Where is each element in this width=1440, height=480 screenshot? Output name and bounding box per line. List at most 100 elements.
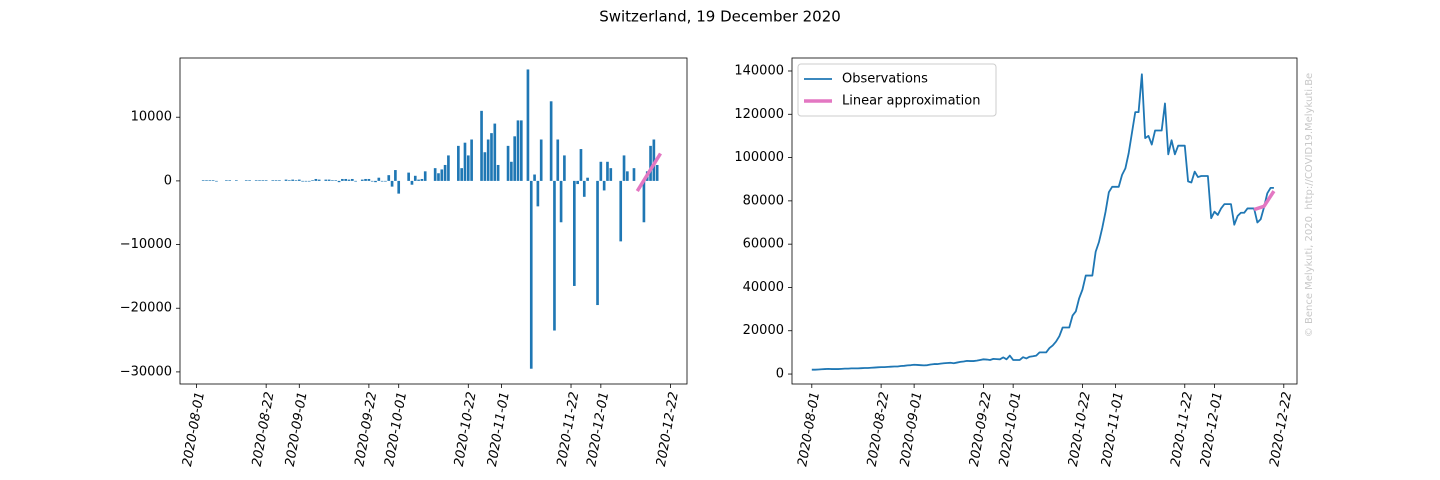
legend-label: Observations — [842, 72, 928, 87]
bar — [314, 178, 318, 181]
x-tick-label: 2020-10-01 — [382, 391, 410, 468]
y-tick-label: −30000 — [120, 364, 172, 379]
bar — [420, 178, 424, 181]
bar — [586, 177, 589, 181]
bar — [606, 161, 609, 181]
bar — [642, 180, 646, 223]
bar — [463, 142, 467, 181]
line — [1253, 190, 1276, 212]
bar — [377, 177, 381, 181]
bar — [609, 168, 613, 181]
bar — [274, 180, 278, 181]
bar — [337, 180, 341, 183]
bar — [457, 145, 460, 181]
bar — [526, 69, 530, 181]
y-tick-label: 80000 — [743, 193, 784, 208]
bar — [301, 180, 304, 182]
bar — [208, 180, 212, 181]
bar — [440, 169, 444, 181]
bar — [370, 180, 374, 182]
legend-label: Linear approximation — [842, 94, 980, 109]
bar — [364, 178, 367, 181]
x-tick-label: 2020-09-01 — [898, 391, 926, 468]
bar — [655, 164, 659, 181]
x-tick-label: 2020-08-01 — [795, 391, 823, 468]
bar — [341, 178, 344, 181]
bar — [261, 180, 265, 181]
bar — [407, 172, 410, 181]
y-tick-label: 60000 — [743, 237, 784, 252]
x-tick-label: 2020-11-22 — [1168, 391, 1196, 468]
bar — [225, 180, 228, 181]
bar — [582, 180, 586, 197]
x-tick-label: 2020-08-22 — [865, 391, 893, 468]
x-tick-label: 2020-12-22 — [1267, 391, 1295, 468]
bar — [211, 180, 215, 181]
bar — [626, 171, 629, 181]
bar — [271, 180, 275, 181]
bar — [387, 175, 391, 181]
bar — [619, 180, 623, 242]
bar — [228, 180, 232, 181]
bar — [278, 180, 281, 181]
bar — [493, 123, 497, 181]
bar — [480, 110, 483, 181]
bar — [201, 180, 205, 181]
bar — [334, 180, 338, 181]
bar — [394, 170, 397, 181]
x-tick-label: 2020-11-01 — [485, 391, 513, 468]
bar — [311, 180, 314, 181]
bar — [483, 152, 487, 181]
bar — [496, 164, 500, 181]
bar — [350, 178, 354, 181]
x-tick-label: 2020-09-22 — [967, 391, 995, 468]
bar — [264, 180, 268, 181]
bar — [539, 139, 543, 181]
bar — [596, 180, 599, 306]
bar — [599, 161, 603, 181]
x-tick-label: 2020-11-01 — [1099, 391, 1127, 468]
line — [635, 152, 662, 192]
x-tick-label: 2020-12-01 — [584, 391, 612, 468]
bar — [297, 179, 301, 181]
bar — [413, 175, 417, 181]
bar — [649, 145, 652, 181]
bar — [437, 173, 440, 181]
axes-frame — [179, 57, 688, 385]
bar — [380, 180, 384, 182]
bar — [331, 180, 334, 181]
x-tick-label: 2020-09-22 — [352, 391, 380, 468]
bar — [410, 180, 414, 185]
bar — [602, 180, 606, 191]
bar — [390, 180, 394, 187]
bar — [622, 155, 626, 181]
bar — [576, 180, 579, 185]
bar — [397, 180, 401, 194]
bar — [506, 145, 510, 181]
bar — [486, 139, 490, 181]
bar — [556, 139, 560, 181]
bar — [307, 180, 311, 182]
y-tick-label: 0 — [776, 367, 784, 382]
bar — [205, 180, 208, 181]
bar — [344, 178, 348, 181]
bar — [215, 180, 218, 182]
bar — [367, 178, 371, 181]
watermark: © Bence Melykuti, 2020. http://COVID19.M… — [1304, 73, 1315, 337]
y-tick-label: 100000 — [734, 150, 784, 165]
bar — [360, 179, 364, 181]
bar — [235, 180, 238, 181]
bar — [294, 180, 298, 181]
bar — [327, 179, 331, 181]
bar — [652, 139, 656, 181]
bar — [536, 180, 540, 207]
bar — [347, 179, 351, 181]
legend-box — [797, 63, 997, 117]
x-tick-label: 2020-08-22 — [250, 391, 278, 468]
bar — [258, 180, 261, 181]
bar — [573, 180, 576, 286]
bar — [423, 171, 427, 181]
bar — [516, 120, 520, 181]
y-tick-label: 20000 — [743, 323, 784, 338]
y-tick-label: 40000 — [743, 280, 784, 295]
